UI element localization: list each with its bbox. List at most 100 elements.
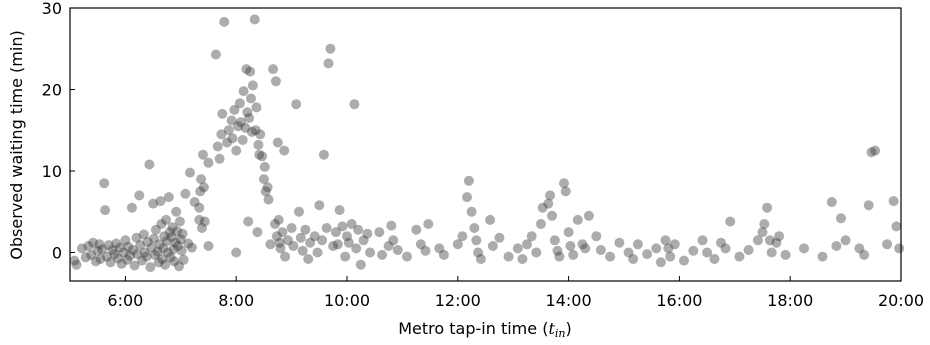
data-point-93 [214, 153, 225, 164]
data-point-120 [251, 102, 262, 113]
x-tick-label-0: 6:00 [107, 291, 143, 310]
x-tick-label-3: 12:00 [435, 291, 481, 310]
data-point-126 [258, 174, 269, 185]
data-point-208 [535, 219, 546, 229]
data-point-271 [891, 221, 902, 232]
data-point-136 [272, 137, 283, 148]
data-point-269 [882, 239, 893, 250]
plot-frame [69, 7, 902, 282]
data-point-205 [522, 239, 532, 250]
data-point-54 [159, 231, 170, 242]
data-point-107 [237, 135, 248, 145]
data-point-30 [129, 260, 140, 271]
points-layer [69, 14, 905, 273]
data-point-158 [321, 223, 332, 233]
data-point-85 [197, 223, 207, 233]
data-point-115 [246, 93, 256, 104]
data-point-213 [549, 235, 560, 246]
data-point-226 [595, 245, 606, 255]
data-point-8 [92, 245, 103, 256]
data-point-190 [452, 239, 463, 250]
data-point-67 [171, 206, 182, 217]
data-point-72 [175, 234, 186, 245]
data-point-139 [275, 243, 286, 254]
data-point-230 [628, 254, 639, 264]
data-point-132 [268, 64, 279, 75]
data-point-99 [226, 115, 237, 126]
data-point-57 [161, 236, 172, 247]
data-point-131 [265, 239, 276, 250]
data-point-64 [168, 244, 179, 255]
data-point-171 [351, 243, 362, 254]
data-point-9 [94, 239, 105, 250]
data-point-88 [199, 216, 210, 227]
data-point-203 [512, 243, 523, 254]
data-point-66 [170, 237, 181, 248]
data-point-65 [169, 256, 180, 267]
data-point-240 [688, 245, 699, 256]
data-point-188 [434, 243, 445, 254]
data-point-265 [859, 249, 870, 260]
data-point-74 [177, 228, 188, 239]
data-point-59 [163, 192, 174, 203]
data-point-174 [358, 235, 369, 246]
data-point-222 [577, 239, 588, 250]
y-tick-label-3: 30 [42, 0, 62, 18]
data-point-164 [334, 205, 345, 216]
data-point-200 [487, 241, 498, 251]
data-point-6 [88, 237, 99, 248]
x-tick-label-6: 18:00 [767, 291, 813, 310]
data-point-20 [113, 253, 123, 264]
x-tick-label-2: 10:00 [324, 291, 370, 310]
data-point-183 [402, 251, 412, 262]
data-point-4 [83, 241, 94, 251]
data-point-148 [295, 232, 306, 243]
data-point-27 [125, 250, 135, 261]
data-point-108 [238, 86, 249, 97]
data-point-152 [305, 237, 316, 248]
data-point-119 [250, 125, 261, 136]
data-point-224 [583, 210, 594, 221]
data-point-56 [161, 214, 171, 225]
data-point-255 [771, 237, 782, 248]
data-point-262 [836, 213, 846, 224]
x-tick-label-5: 16:00 [656, 291, 702, 310]
data-point-90 [203, 241, 214, 251]
data-point-184 [411, 224, 422, 235]
data-point-165 [337, 221, 348, 232]
data-point-86 [198, 149, 208, 160]
data-point-15 [103, 240, 114, 251]
data-point-123 [254, 149, 265, 160]
data-point-49 [154, 239, 165, 250]
data-point-116 [246, 126, 257, 137]
data-point-39 [142, 236, 153, 247]
data-point-140 [277, 227, 288, 238]
data-point-77 [183, 238, 194, 249]
data-point-130 [263, 194, 274, 205]
data-point-68 [172, 226, 183, 237]
data-point-197 [473, 247, 484, 258]
data-point-220 [568, 249, 579, 260]
data-point-243 [709, 254, 720, 264]
y-axis: 0 10 20 30 [42, 0, 75, 262]
data-point-97 [222, 137, 232, 148]
data-point-102 [231, 145, 242, 156]
data-point-142 [280, 251, 291, 262]
data-point-43 [148, 198, 159, 209]
data-point-156 [317, 235, 328, 246]
data-point-242 [702, 247, 713, 258]
data-point-109 [240, 122, 251, 133]
data-point-225 [591, 231, 602, 242]
data-point-235 [660, 235, 671, 246]
data-point-169 [346, 219, 357, 229]
data-point-70 [174, 261, 184, 272]
data-point-146 [291, 99, 302, 110]
data-point-122 [253, 139, 264, 150]
data-point-252 [762, 202, 773, 213]
data-point-84 [196, 174, 207, 185]
data-point-177 [374, 227, 385, 238]
data-point-61 [165, 252, 176, 263]
data-point-0 [69, 255, 80, 266]
data-point-214 [552, 245, 563, 256]
data-point-55 [160, 259, 171, 270]
